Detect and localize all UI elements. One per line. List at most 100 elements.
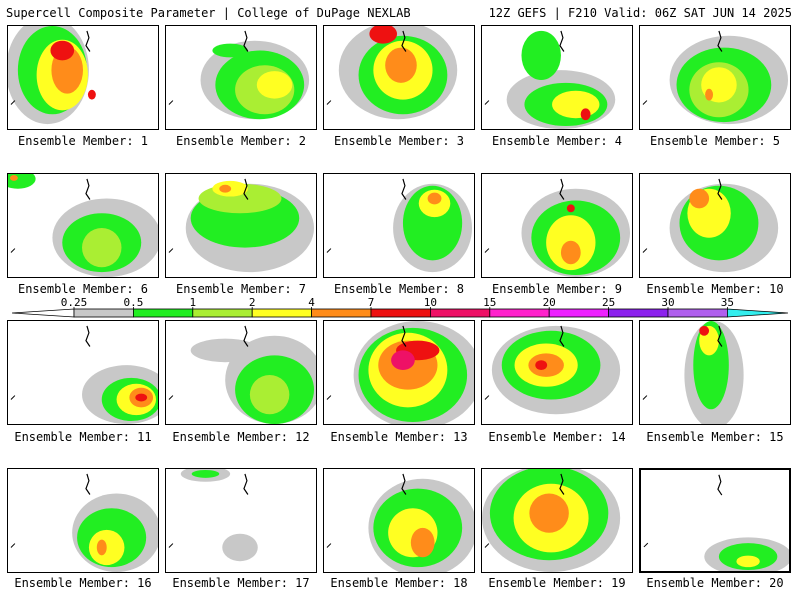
scp-contour-region [9,174,18,181]
scp-contour-region [689,188,710,209]
colorbar-segment [727,308,788,318]
scp-contour-region [521,30,561,80]
ensemble-member-label: Ensemble Member: 6 [17,282,149,296]
scp-contour-region [560,240,581,265]
coastline [326,100,332,105]
coastline [643,542,649,548]
coastline [559,178,565,200]
ensemble-member-label: Ensemble Member: 2 [175,134,307,148]
colorbar-segment [311,308,372,318]
page-title: Supercell Composite Parameter | College … [6,6,411,20]
coastline [10,543,16,548]
scp-contour-region [705,88,714,101]
coastline [559,325,565,347]
ensemble-member-map [7,320,159,425]
colorbar-segment [73,308,134,318]
ensemble-member-label: Ensemble Member: 19 [488,576,626,590]
ensemble-member-map [323,173,475,278]
ensemble-member-map [7,25,159,130]
colorbar-tick-label: 30 [661,296,674,309]
ensemble-member-label: Ensemble Member: 11 [14,430,152,444]
valid-time-label: 12Z GEFS | F210 Valid: 06Z SAT JUN 14 20… [488,6,792,20]
ensemble-member-map [639,320,791,425]
ensemble-member-label: Ensemble Member: 5 [649,134,781,148]
scp-contour-region [219,184,232,193]
colorbar-tick-label: 1 [189,296,196,309]
coastline [85,178,91,200]
coastline [326,543,332,548]
ensemble-member-map [323,320,475,425]
scp-field-map [168,325,316,424]
colorbar-tick-label: 0.25 [61,296,88,309]
ensemble-member-label: Ensemble Member: 14 [488,430,626,444]
scp-contour-region [190,338,260,363]
ensemble-member-label: Ensemble Member: 15 [646,430,784,444]
ensemble-member-label: Ensemble Member: 13 [330,430,468,444]
scp-contour-region [50,40,75,61]
coastline [85,30,91,52]
scp-field-map [168,178,315,273]
scp-field-map [484,178,631,277]
scp-contour-region [191,469,220,478]
scp-contour-region [535,360,548,371]
colorbar-segment [429,308,491,318]
coastline [401,30,407,52]
coastline [717,474,723,496]
ensemble-member-label: Ensemble Member: 17 [172,576,310,590]
ensemble-member-label: Ensemble Member: 4 [491,134,623,148]
ensemble-member-label: Ensemble Member: 16 [14,576,152,590]
colorbar-segment [667,308,728,318]
ensemble-member-map [165,468,317,573]
ensemble-member-label: Ensemble Member: 7 [175,282,307,296]
scp-contour-region [369,26,398,44]
coastline [484,248,490,253]
colorbar-segment [608,308,669,318]
coastline [717,325,723,347]
coastline [484,100,490,105]
coastline [717,178,723,200]
ensemble-member-map [481,173,633,278]
coastline [168,100,174,105]
coastline [10,100,16,105]
scp-field-map [168,30,310,120]
colorbar-segment [548,308,610,318]
scp-field-map [326,321,474,424]
scp-contour-region [222,533,258,562]
scp-contour-region [96,539,107,556]
coastline [168,543,174,548]
coastline [401,473,407,495]
scp-contour-region [135,393,148,402]
coastline [559,30,565,52]
scp-contour-region [552,90,600,119]
coastline [326,248,332,253]
scp-contour-region [427,192,442,205]
scp-field-map [326,473,474,572]
scp-field-map [326,26,458,120]
scp-contour-region [391,350,415,371]
coastline [243,325,249,347]
ensemble-member-map [165,25,317,130]
coastline [10,395,16,400]
scp-field-map [484,30,616,129]
colorbar-tick-label: 4 [308,296,315,309]
colorbar-segment [133,308,194,318]
coastline [401,178,407,200]
ensemble-member-label: Ensemble Member: 8 [333,282,465,296]
colorbar-tick-label: 7 [368,296,375,309]
ensemble-member-label: Ensemble Member: 20 [646,576,784,590]
scp-field-map [642,321,744,424]
scp-field-map [643,474,789,571]
ensemble-member-map [481,468,633,573]
coastline [717,30,723,52]
scp-contour-region [212,43,248,58]
scp-contour-region [87,89,96,100]
colorbar-segment [489,308,550,318]
coastline [85,325,91,347]
coastline [484,395,490,400]
coastline [559,473,565,495]
coastline [85,473,91,495]
colorbar-segment [12,308,75,318]
colorbar-tick-label: 15 [483,296,496,309]
ensemble-member-map [481,25,633,130]
ensemble-member-map [165,173,317,278]
